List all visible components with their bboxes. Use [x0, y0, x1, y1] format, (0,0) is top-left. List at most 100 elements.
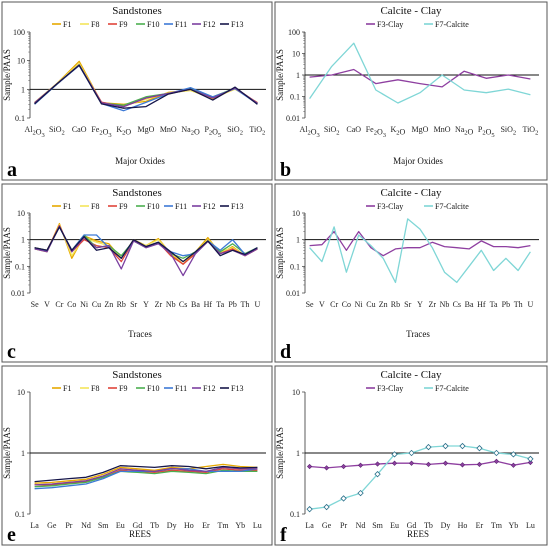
- x-tick-label: Sr: [130, 300, 137, 309]
- x-tick-label: Yb: [509, 521, 519, 530]
- y-axis-label: Sample/PAAS: [2, 49, 12, 101]
- x-tick-label: SiO2: [227, 125, 243, 137]
- data-point-F3-Clay: [340, 463, 347, 470]
- y-tick-label: 10: [17, 57, 25, 66]
- x-tick-label: Tm: [491, 521, 503, 530]
- x-tick-label: Pb: [228, 300, 236, 309]
- y-tick-label: 10: [17, 209, 25, 218]
- panel-letter: a: [7, 159, 17, 181]
- legend-label-F12: F12: [203, 202, 215, 211]
- data-point-F3-Clay: [306, 463, 313, 470]
- panel-letter: d: [280, 341, 291, 363]
- x-tick-label: Ni: [80, 300, 89, 309]
- data-point-F7-Calcite: [510, 451, 517, 458]
- series-line-F3-Clay: [309, 230, 531, 257]
- legend: F3-Clay F7-Calcite: [366, 202, 469, 211]
- x-tick-label: Se: [306, 300, 314, 309]
- x-tick-label: Ba: [191, 300, 200, 309]
- panel-frame: [1, 183, 273, 363]
- x-tick-label: Sm: [372, 521, 383, 530]
- legend-label-F11: F11: [175, 20, 187, 29]
- series-line-F7-Calcite: [309, 445, 531, 510]
- x-tick-label: Al2O3: [299, 125, 319, 139]
- x-tick-label: Tm: [218, 521, 230, 530]
- data-point-F3-Clay: [493, 458, 500, 464]
- x-tick-label: Cu: [92, 300, 101, 309]
- x-tick-label: MnO: [160, 125, 177, 134]
- x-axis-label: REES: [129, 529, 151, 539]
- legend-label-F7-Calcite: F7-Calcite: [435, 20, 469, 29]
- y-tick-label: 1: [296, 71, 300, 80]
- y-tick-label: 10: [17, 388, 25, 397]
- legend-label-F3-Clay: F3-Clay: [377, 384, 403, 393]
- x-tick-label: Cs: [179, 300, 187, 309]
- series-line-F1: [34, 463, 258, 484]
- data-point-F3-Clay: [527, 459, 534, 466]
- x-tick-label: Lu: [253, 521, 262, 530]
- series-line-F13: [34, 226, 258, 263]
- x-tick-label: K2O: [391, 125, 406, 137]
- x-tick-label: Y: [143, 300, 149, 309]
- x-tick-label: Hf: [477, 300, 486, 309]
- data-point-F7-Calcite: [391, 451, 398, 458]
- y-tick-label: 0.01: [286, 114, 300, 123]
- data-point-F7-Calcite: [357, 489, 364, 497]
- series-line-F7-Calcite: [309, 218, 531, 284]
- y-axis-label: Sample/PAAS: [2, 427, 12, 479]
- legend-label-F7-Calcite: F7-Calcite: [435, 202, 469, 211]
- x-tick-label: Th: [241, 300, 250, 309]
- series-line-F3-Clay: [309, 68, 531, 88]
- x-tick-label: Eu: [390, 521, 399, 530]
- legend-label-F8: F8: [91, 202, 99, 211]
- data-point-F3-Clay: [408, 460, 415, 466]
- x-tick-label: Nd: [356, 521, 366, 530]
- x-tick-label: Rb: [117, 300, 126, 309]
- x-tick-label: Ge: [47, 521, 57, 530]
- legend-label-F8: F8: [91, 20, 99, 29]
- chart-title: Calcite - Clay: [380, 5, 442, 17]
- y-tick-label: 0.1: [15, 510, 25, 519]
- data-point-F7-Calcite: [527, 455, 534, 463]
- y-tick-label: 1: [296, 236, 300, 245]
- panel-frame: [1, 365, 273, 546]
- panel-e: Sandstones F1 F8 F9 F10 F11 F12 F13 0.1 1 10 Sample…: [1, 365, 273, 546]
- x-tick-label: Pr: [65, 521, 72, 530]
- x-tick-label: TiO2: [249, 125, 265, 137]
- x-tick-label: Gd: [407, 521, 417, 530]
- legend-label-F12: F12: [203, 384, 215, 393]
- x-tick-label: Cu: [366, 300, 375, 309]
- y-tick-label: 0.1: [15, 262, 25, 271]
- chart-title: Calcite - Clay: [380, 187, 442, 199]
- y-tick-label: 1: [21, 449, 25, 458]
- chart-title: Sandstones: [112, 369, 162, 381]
- series-line-F13: [34, 64, 258, 109]
- x-tick-label: Nd: [81, 521, 91, 530]
- legend: F3-Clay F7-Calcite: [366, 384, 469, 393]
- x-tick-label: MgO: [138, 125, 155, 134]
- x-tick-label: Pr: [340, 521, 347, 530]
- y-tick-label: 0.1: [290, 510, 300, 519]
- legend-label-F3-Clay: F3-Clay: [377, 202, 403, 211]
- x-tick-label: Al2O3: [24, 125, 44, 139]
- data-point-F7-Calcite: [425, 443, 432, 451]
- chart-title: Sandstones: [112, 5, 162, 17]
- legend-label-F13: F13: [231, 384, 243, 393]
- y-axis-label: Sample/PAAS: [2, 227, 12, 279]
- y-tick-label: 1: [296, 449, 300, 458]
- y-tick-label: 100: [288, 28, 300, 37]
- x-tick-label: Se: [31, 300, 39, 309]
- panel-letter: c: [7, 341, 16, 363]
- data-point-F7-Calcite: [459, 442, 466, 450]
- x-tick-label: Ba: [465, 300, 474, 309]
- legend: F1 F8 F9 F10 F11 F12 F13: [52, 20, 243, 29]
- legend-label-F3-Clay: F3-Clay: [377, 20, 403, 29]
- x-tick-label: P2O5: [478, 125, 495, 139]
- x-tick-label: Ho: [184, 521, 194, 530]
- legend-label-F1: F1: [63, 202, 71, 211]
- panel-letter: f: [280, 524, 287, 546]
- panel-a: Sandstones F1 F8 F9 F10 F11 F12 F13 0.1 1 10 100 Sam…: [1, 1, 273, 181]
- legend-label-F11: F11: [175, 384, 187, 393]
- x-tick-label: MnO: [434, 125, 451, 134]
- legend-label-F10: F10: [147, 20, 159, 29]
